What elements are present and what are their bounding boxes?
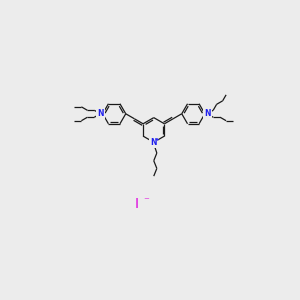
Text: N: N [97, 109, 103, 118]
Text: N: N [204, 109, 210, 118]
Text: N: N [151, 138, 157, 147]
Text: ⁻: ⁻ [143, 196, 149, 206]
Text: +: + [154, 137, 159, 142]
Text: I: I [135, 197, 139, 211]
